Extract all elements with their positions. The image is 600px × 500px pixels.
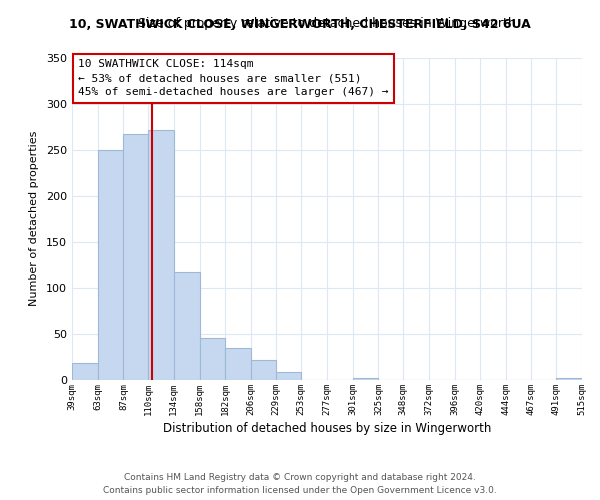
Bar: [225, 348, 251, 380]
Bar: [199, 338, 225, 380]
Bar: [124, 134, 148, 380]
Y-axis label: Number of detached properties: Number of detached properties: [29, 131, 39, 306]
Text: Contains HM Land Registry data © Crown copyright and database right 2024.
Contai: Contains HM Land Registry data © Crown c…: [103, 474, 497, 495]
Bar: [98, 150, 124, 380]
Bar: [353, 378, 379, 380]
X-axis label: Distribution of detached houses by size in Wingerworth: Distribution of detached houses by size …: [163, 422, 491, 435]
Bar: [72, 364, 98, 380]
Bar: [556, 378, 582, 380]
Bar: [251, 360, 275, 380]
Bar: [275, 372, 301, 380]
Bar: [174, 272, 199, 380]
Text: 10 SWATHWICK CLOSE: 114sqm
← 53% of detached houses are smaller (551)
45% of sem: 10 SWATHWICK CLOSE: 114sqm ← 53% of deta…: [79, 60, 389, 98]
Title: Size of property relative to detached houses in Wingerworth: Size of property relative to detached ho…: [138, 17, 516, 30]
Bar: [148, 130, 174, 380]
Text: 10, SWATHWICK CLOSE, WINGERWORTH, CHESTERFIELD, S42 6UA: 10, SWATHWICK CLOSE, WINGERWORTH, CHESTE…: [69, 18, 531, 30]
